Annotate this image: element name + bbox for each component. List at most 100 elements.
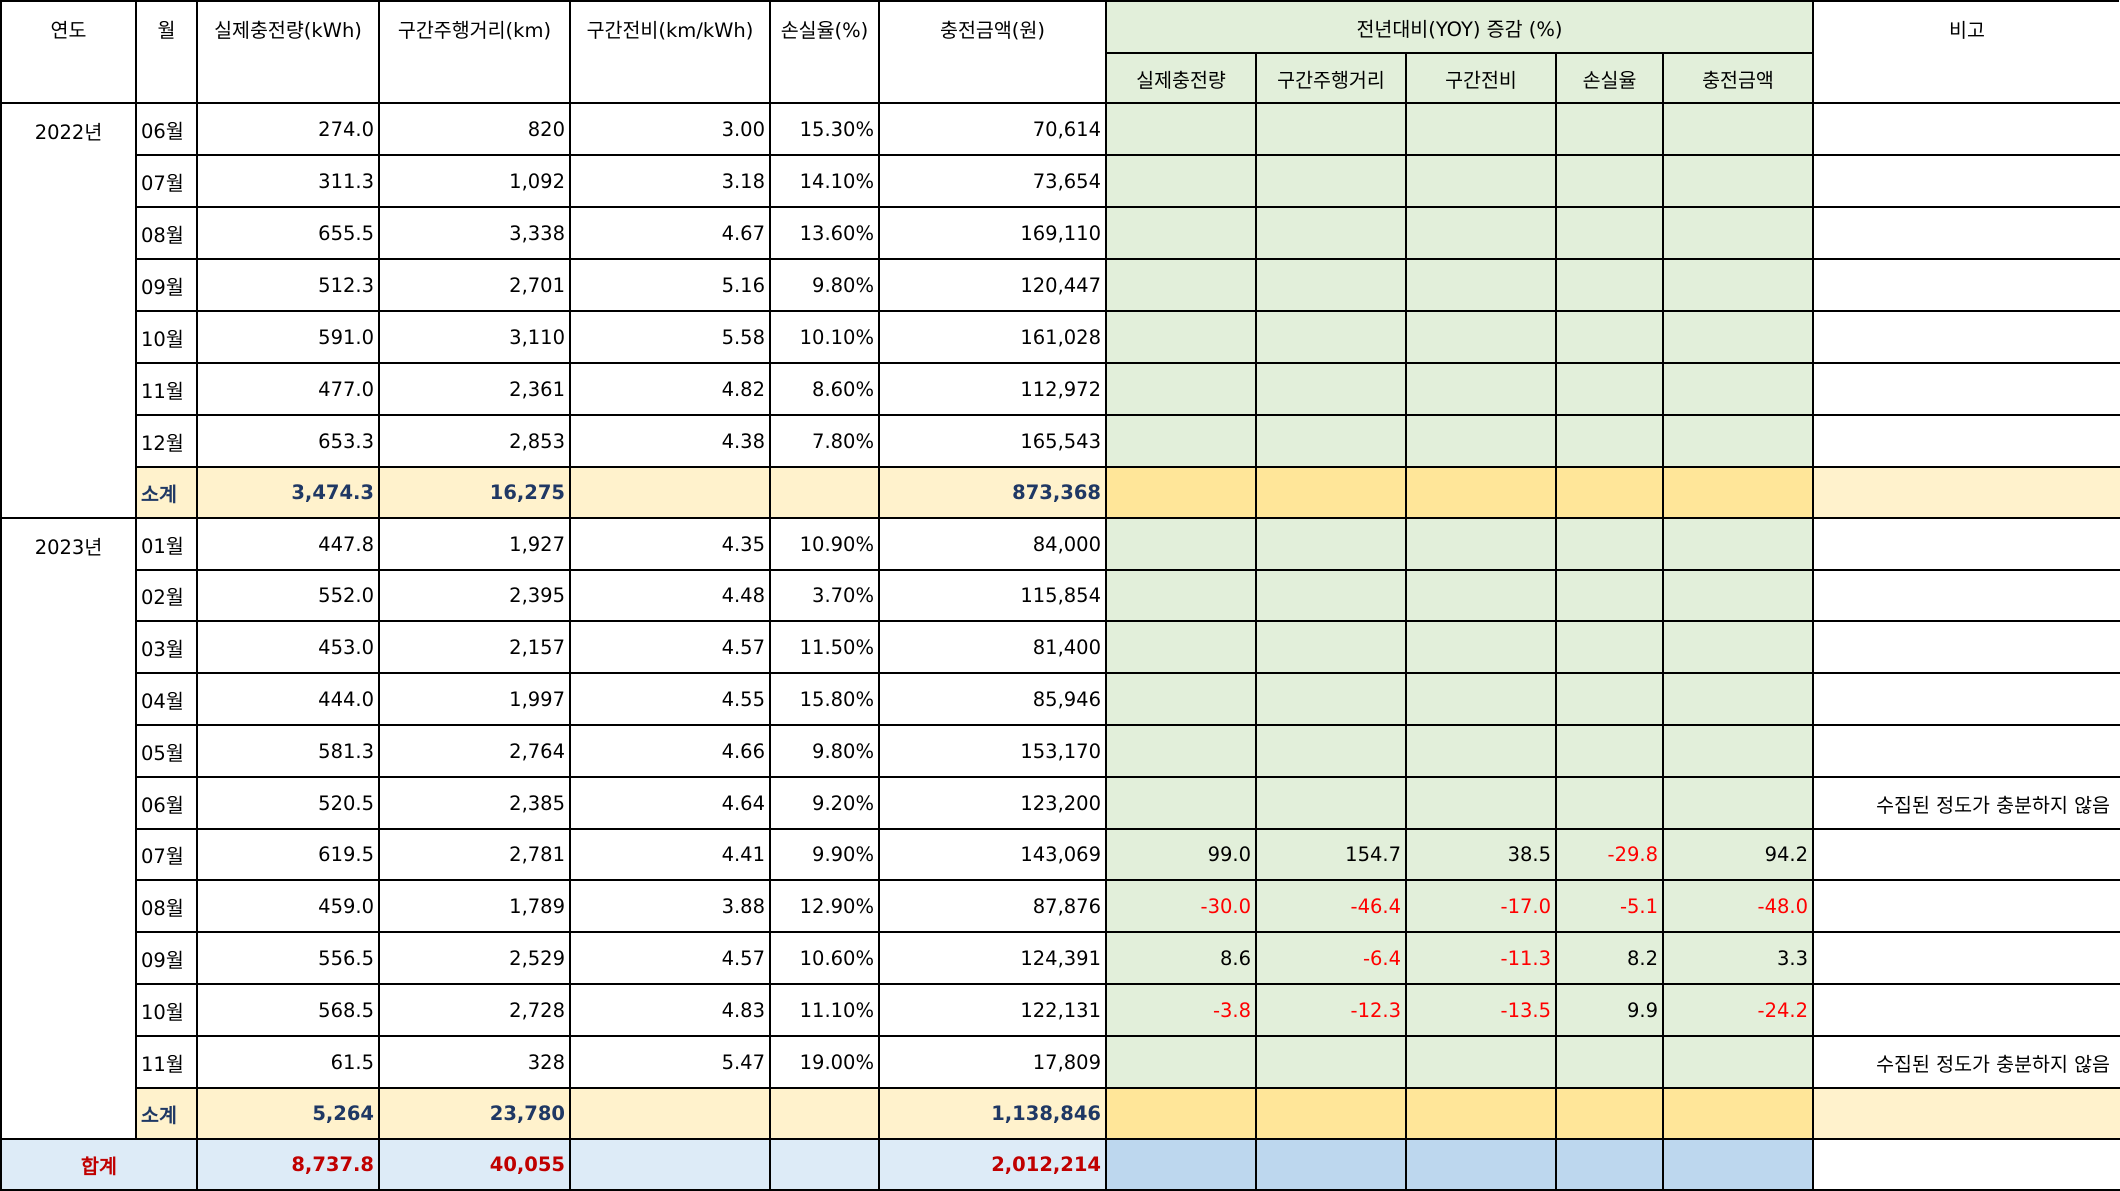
loss-rate-cell[interactable]: 15.30%: [771, 104, 880, 156]
header-yoy-loss[interactable]: 손실율: [1557, 54, 1664, 104]
charge-cell[interactable]: 477.0: [198, 364, 380, 416]
efficiency-cell[interactable]: 4.38: [571, 416, 771, 468]
yoy-cell[interactable]: [1664, 104, 1814, 156]
yoy-cell[interactable]: [1557, 260, 1664, 312]
charge-cell[interactable]: 453.0: [198, 622, 380, 674]
subtotal-yoy-cell[interactable]: [1557, 1089, 1664, 1140]
note-cell[interactable]: [1814, 933, 2120, 985]
charge-cost-cell[interactable]: 143,069: [880, 830, 1107, 881]
loss-rate-cell[interactable]: 9.90%: [771, 830, 880, 881]
total-charge[interactable]: 8,737.8: [198, 1140, 380, 1191]
total-note[interactable]: [1814, 1140, 2120, 1191]
efficiency-cell[interactable]: 4.83: [571, 985, 771, 1037]
subtotal-yoy-cell[interactable]: [1107, 468, 1257, 519]
loss-rate-cell[interactable]: 7.80%: [771, 416, 880, 468]
yoy-cell[interactable]: [1257, 104, 1407, 156]
charge-cost-cell[interactable]: 17,809: [880, 1037, 1107, 1089]
loss-rate-cell[interactable]: 10.90%: [771, 519, 880, 571]
note-cell[interactable]: [1814, 830, 2120, 881]
note-cell[interactable]: [1814, 156, 2120, 208]
yoy-cell[interactable]: [1664, 1037, 1814, 1089]
yoy-cell[interactable]: [1664, 156, 1814, 208]
note-cell[interactable]: [1814, 104, 2120, 156]
header-charge-cost[interactable]: 충전금액(원): [880, 2, 1107, 104]
yoy-cell[interactable]: [1407, 726, 1557, 778]
note-cell[interactable]: [1814, 312, 2120, 364]
yoy-cell[interactable]: -46.4: [1257, 881, 1407, 933]
subtotal-label[interactable]: 소계: [137, 1089, 198, 1140]
distance-cell[interactable]: 2,157: [380, 622, 571, 674]
charge-cost-cell[interactable]: 122,131: [880, 985, 1107, 1037]
yoy-cell[interactable]: [1257, 519, 1407, 571]
charge-cost-cell[interactable]: 81,400: [880, 622, 1107, 674]
yoy-cell[interactable]: [1557, 519, 1664, 571]
note-cell[interactable]: [1814, 881, 2120, 933]
charge-cell[interactable]: 447.8: [198, 519, 380, 571]
charge-cell[interactable]: 655.5: [198, 208, 380, 260]
header-year[interactable]: 연도: [2, 2, 137, 104]
yoy-cell[interactable]: [1557, 622, 1664, 674]
yoy-cell[interactable]: [1407, 364, 1557, 416]
total-loss[interactable]: [771, 1140, 880, 1191]
subtotal-yoy-cell[interactable]: [1257, 1089, 1407, 1140]
loss-rate-cell[interactable]: 9.80%: [771, 726, 880, 778]
yoy-cell[interactable]: 8.2: [1557, 933, 1664, 985]
efficiency-cell[interactable]: 4.55: [571, 674, 771, 726]
header-note[interactable]: 비고: [1814, 2, 2120, 104]
efficiency-cell[interactable]: 4.48: [571, 571, 771, 622]
charge-cell[interactable]: 556.5: [198, 933, 380, 985]
loss-rate-cell[interactable]: 15.80%: [771, 674, 880, 726]
yoy-cell[interactable]: -29.8: [1557, 830, 1664, 881]
loss-rate-cell[interactable]: 11.50%: [771, 622, 880, 674]
yoy-cell[interactable]: [1107, 519, 1257, 571]
yoy-cell[interactable]: [1257, 674, 1407, 726]
yoy-cell[interactable]: [1664, 260, 1814, 312]
yoy-cell[interactable]: [1557, 104, 1664, 156]
month-cell[interactable]: 02월: [137, 571, 198, 622]
efficiency-cell[interactable]: 4.67: [571, 208, 771, 260]
total-yoy-cell[interactable]: [1107, 1140, 1257, 1191]
charge-cell[interactable]: 520.5: [198, 778, 380, 830]
yoy-cell[interactable]: [1664, 519, 1814, 571]
charge-cost-cell[interactable]: 161,028: [880, 312, 1107, 364]
yoy-cell[interactable]: [1407, 156, 1557, 208]
yoy-cell[interactable]: [1664, 778, 1814, 830]
header-yoy-charge[interactable]: 실제충전량: [1107, 54, 1257, 104]
charge-cell[interactable]: 581.3: [198, 726, 380, 778]
charge-cell[interactable]: 591.0: [198, 312, 380, 364]
month-cell[interactable]: 09월: [137, 260, 198, 312]
header-efficiency[interactable]: 구간전비(km/kWh): [571, 2, 771, 104]
yoy-cell[interactable]: [1664, 208, 1814, 260]
efficiency-cell[interactable]: 4.82: [571, 364, 771, 416]
header-yoy-group[interactable]: 전년대비(YOY) 증감 (%): [1107, 2, 1814, 54]
yoy-cell[interactable]: -30.0: [1107, 881, 1257, 933]
yoy-cell[interactable]: -13.5: [1407, 985, 1557, 1037]
loss-rate-cell[interactable]: 19.00%: [771, 1037, 880, 1089]
yoy-cell[interactable]: 154.7: [1257, 830, 1407, 881]
charge-cost-cell[interactable]: 165,543: [880, 416, 1107, 468]
distance-cell[interactable]: 1,927: [380, 519, 571, 571]
subtotal-distance[interactable]: 23,780: [380, 1089, 571, 1140]
charge-cost-cell[interactable]: 87,876: [880, 881, 1107, 933]
yoy-cell[interactable]: [1107, 726, 1257, 778]
yoy-cell[interactable]: [1407, 208, 1557, 260]
yoy-cell[interactable]: -48.0: [1664, 881, 1814, 933]
total-yoy-cell[interactable]: [1257, 1140, 1407, 1191]
subtotal-efficiency[interactable]: [571, 1089, 771, 1140]
note-cell[interactable]: [1814, 208, 2120, 260]
yoy-cell[interactable]: [1407, 260, 1557, 312]
header-distance[interactable]: 구간주행거리(km): [380, 2, 571, 104]
subtotal-yoy-cell[interactable]: [1407, 1089, 1557, 1140]
loss-rate-cell[interactable]: 10.60%: [771, 933, 880, 985]
yoy-cell[interactable]: [1257, 364, 1407, 416]
distance-cell[interactable]: 2,853: [380, 416, 571, 468]
yoy-cell[interactable]: [1107, 674, 1257, 726]
subtotal-cost[interactable]: 873,368: [880, 468, 1107, 519]
yoy-cell[interactable]: [1257, 208, 1407, 260]
note-cell[interactable]: [1814, 622, 2120, 674]
efficiency-cell[interactable]: 4.66: [571, 726, 771, 778]
loss-rate-cell[interactable]: 9.80%: [771, 260, 880, 312]
efficiency-cell[interactable]: 4.64: [571, 778, 771, 830]
note-cell[interactable]: [1814, 985, 2120, 1037]
month-cell[interactable]: 01월: [137, 519, 198, 571]
